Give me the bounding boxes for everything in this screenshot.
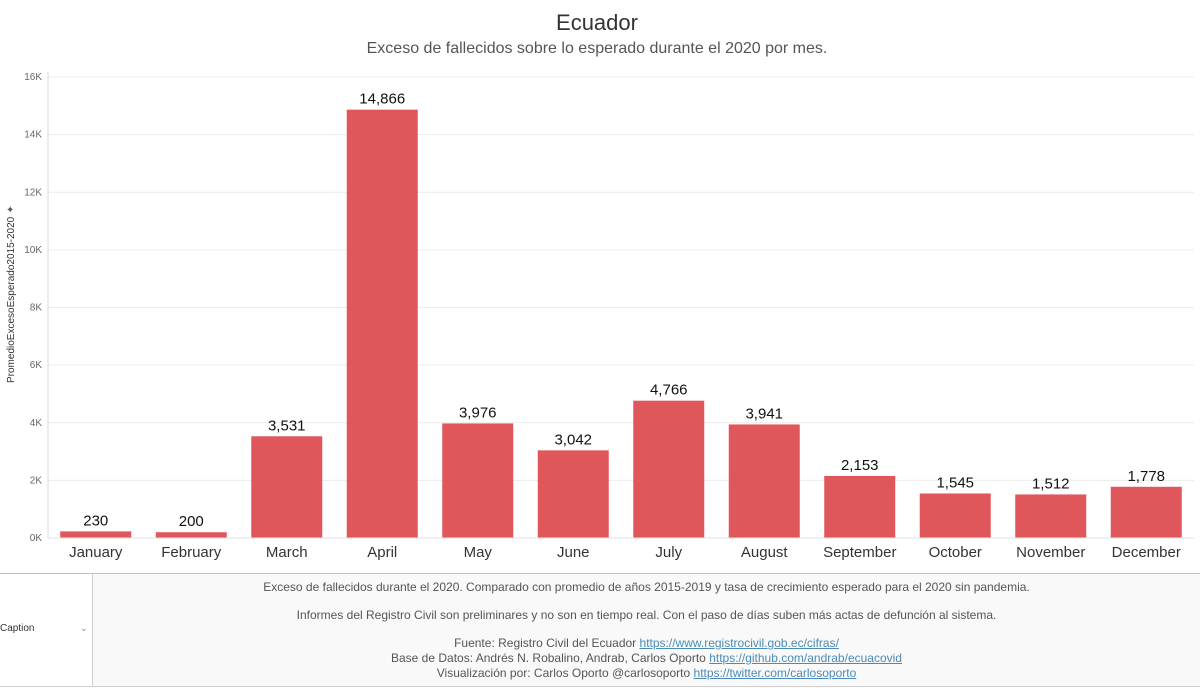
y-tick-label: 4K [30, 418, 43, 429]
pin-icon[interactable]: ✦ [6, 205, 15, 216]
bar[interactable] [919, 493, 991, 538]
data-label: 14,866 [359, 91, 405, 108]
bar[interactable] [346, 109, 418, 539]
caption-database: Base de Datos: Andrés N. Robalino, Andra… [93, 651, 1200, 665]
source-text: Fuente: Registro Civil del Ecuador [454, 636, 637, 650]
x-category-label: March [266, 544, 308, 561]
x-category-label: November [1016, 544, 1085, 561]
data-label: 1,545 [936, 474, 974, 491]
chart-subtitle: Exceso de fallecidos sobre lo esperado d… [366, 40, 828, 57]
bar[interactable] [1015, 494, 1087, 538]
y-tick-label: 12K [24, 187, 42, 198]
x-category-label: February [161, 544, 222, 561]
y-tick-label: 2K [30, 475, 43, 486]
database-link[interactable]: https://github.com/andrab/ecuacovid [709, 651, 902, 665]
caption-source: Fuente: Registro Civil del Ecuador https… [93, 636, 1200, 650]
data-label: 200 [179, 513, 204, 530]
bar[interactable] [442, 423, 514, 538]
visualization-text: Visualización por: Carlos Oporto @carlos… [436, 666, 691, 680]
bar[interactable] [728, 424, 800, 538]
caption-line-1: Exceso de fallecidos durante el 2020. Co… [263, 580, 1030, 594]
bar-chart: 0K 2K 4K 6K 8K 10K 12K 14K 16K 230 January 200 Febru… [24, 72, 1194, 561]
bar[interactable] [155, 532, 227, 538]
x-category-label: October [929, 544, 982, 561]
y-tick-label: 16K [24, 72, 42, 83]
x-category-label: May [464, 544, 493, 561]
x-category-label: April [367, 544, 397, 561]
x-category-label: December [1112, 544, 1181, 561]
bar[interactable] [537, 450, 609, 538]
source-link[interactable]: https://www.registrocivil.gob.ec/cifras/ [639, 636, 839, 650]
data-label: 1,778 [1127, 468, 1165, 485]
data-label: 2,153 [841, 457, 879, 474]
chevron-down-icon[interactable]: ⌄ [80, 623, 88, 633]
caption-label: Caption [0, 623, 35, 634]
y-tick-label: 10K [24, 245, 42, 256]
x-category-label: January [69, 544, 123, 561]
x-category-label: August [741, 544, 789, 561]
data-label: 1,512 [1032, 475, 1070, 492]
visualization-link[interactable]: https://twitter.com/carlosoporto [693, 666, 857, 680]
data-label: 3,531 [268, 417, 306, 434]
data-label: 230 [83, 512, 108, 529]
bar[interactable] [60, 531, 132, 538]
data-label: 3,042 [554, 431, 592, 448]
caption-panel: Caption ⌄ Exceso de fallecidos durante e… [0, 573, 1200, 687]
y-tick-label: 6K [30, 360, 43, 371]
x-category-label: June [557, 544, 590, 561]
chart-title: Ecuador [556, 10, 638, 35]
bar[interactable] [1110, 486, 1182, 538]
y-tick-label: 0K [30, 533, 43, 544]
data-label: 3,976 [459, 404, 497, 421]
caption-sidebar: Caption ⌄ [0, 574, 93, 686]
y-tick-label: 14K [24, 130, 42, 141]
bar[interactable] [633, 400, 705, 538]
caption-visualization: Visualización por: Carlos Oporto @carlos… [93, 666, 1200, 680]
bar[interactable] [824, 475, 896, 538]
data-label: 3,941 [745, 405, 783, 422]
data-label: 4,766 [650, 382, 688, 399]
y-tick-label: 8K [30, 303, 43, 314]
database-text: Base de Datos: Andrés N. Robalino, Andra… [391, 651, 706, 665]
caption-body: Exceso de fallecidos durante el 2020. Co… [93, 574, 1200, 686]
caption-line-2: Informes del Registro Civil son prelimin… [296, 608, 997, 622]
bar[interactable] [251, 436, 323, 538]
x-category-label: July [655, 544, 682, 561]
x-category-label: September [823, 544, 896, 561]
